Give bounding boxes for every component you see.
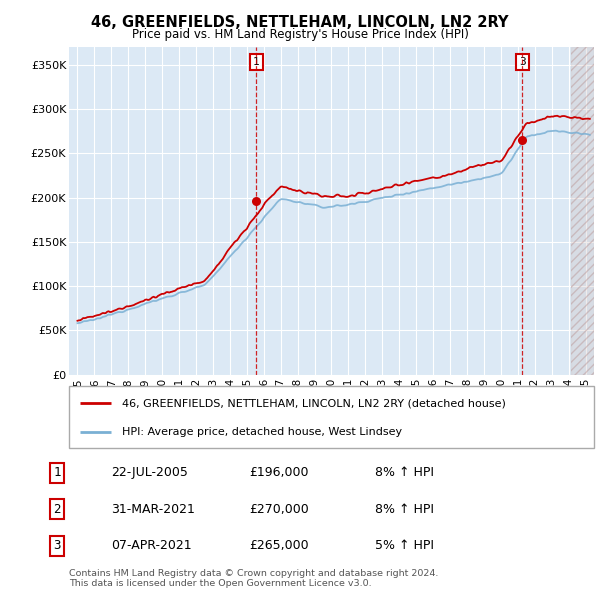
Text: 07-APR-2021: 07-APR-2021 [111, 539, 191, 552]
Text: 46, GREENFIELDS, NETTLEHAM, LINCOLN, LN2 2RY (detached house): 46, GREENFIELDS, NETTLEHAM, LINCOLN, LN2… [121, 398, 505, 408]
Text: 1: 1 [53, 466, 61, 479]
Text: 2: 2 [53, 503, 61, 516]
Text: 3: 3 [519, 57, 526, 67]
Text: 31-MAR-2021: 31-MAR-2021 [111, 503, 195, 516]
Text: HPI: Average price, detached house, West Lindsey: HPI: Average price, detached house, West… [121, 427, 401, 437]
Text: 3: 3 [53, 539, 61, 552]
Text: 8% ↑ HPI: 8% ↑ HPI [375, 466, 434, 479]
Text: £270,000: £270,000 [249, 503, 309, 516]
Text: £196,000: £196,000 [249, 466, 308, 479]
Bar [571, 47, 594, 375]
Text: Contains HM Land Registry data © Crown copyright and database right 2024.
This d: Contains HM Land Registry data © Crown c… [69, 569, 439, 588]
Text: 46, GREENFIELDS, NETTLEHAM, LINCOLN, LN2 2RY: 46, GREENFIELDS, NETTLEHAM, LINCOLN, LN2… [91, 15, 509, 30]
Text: 5% ↑ HPI: 5% ↑ HPI [375, 539, 434, 552]
Text: 22-JUL-2005: 22-JUL-2005 [111, 466, 188, 479]
FancyBboxPatch shape [69, 386, 594, 448]
Text: 8% ↑ HPI: 8% ↑ HPI [375, 503, 434, 516]
Text: 1: 1 [253, 57, 260, 67]
Bar [571, 47, 594, 375]
Text: Price paid vs. HM Land Registry's House Price Index (HPI): Price paid vs. HM Land Registry's House … [131, 28, 469, 41]
Text: £265,000: £265,000 [249, 539, 308, 552]
